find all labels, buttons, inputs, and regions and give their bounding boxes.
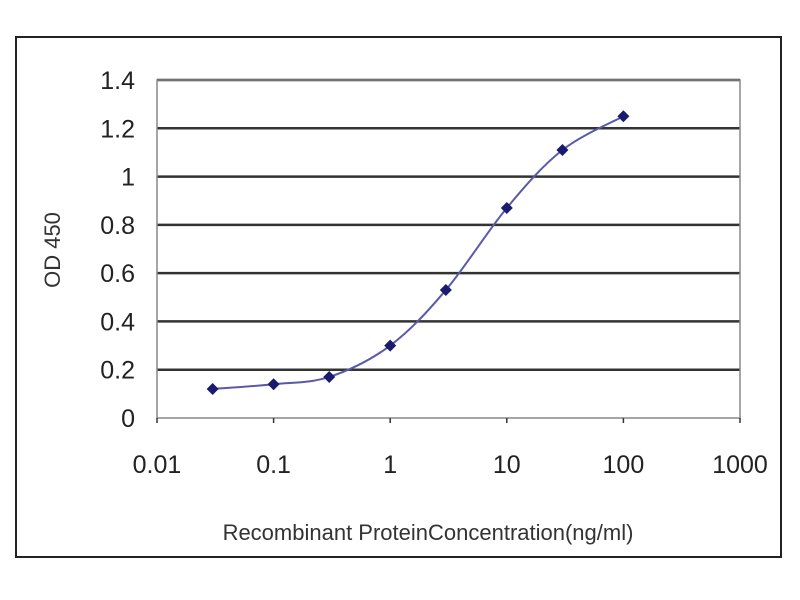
data-point: [439, 284, 452, 297]
data-point: [500, 201, 513, 214]
data-point: [267, 378, 280, 391]
y-tick-label: 1: [121, 164, 135, 192]
y-tick-label: 1.2: [100, 115, 135, 143]
y-tick-label: 0: [121, 405, 135, 433]
x-tick-label: 1000: [712, 451, 768, 479]
chart-frame: [15, 36, 782, 558]
data-point: [384, 339, 397, 352]
y-tick-label: 1.4: [100, 67, 135, 95]
data-point: [556, 144, 569, 157]
y-tick-label: 0.2: [100, 357, 135, 385]
data-point: [206, 383, 219, 396]
gridlines: [157, 78, 740, 371]
y-tick-label: 0.8: [100, 212, 135, 240]
y-tick-label: 0.6: [100, 260, 135, 288]
y-axis-label: OD 450: [40, 212, 65, 288]
plot-area: [156, 79, 741, 419]
y-tick-label: 0.4: [100, 308, 135, 336]
x-tick-label: 10: [493, 451, 521, 479]
x-tick-label: 0.1: [256, 451, 291, 479]
x-axis-label: Recombinant ProteinConcentration(ng/ml): [223, 520, 634, 545]
data-point: [617, 110, 630, 123]
x-tick-labels: 0.01 0.1 1 10 100 1000: [133, 418, 768, 479]
data-points: [206, 110, 630, 396]
data-point: [323, 370, 336, 383]
x-tick-label: 0.01: [133, 451, 182, 479]
x-tick-label: 100: [603, 451, 645, 479]
x-tick-label: 1: [383, 451, 397, 479]
series-line: [212, 115, 624, 391]
y-tick-labels: 0 0.2 0.4 0.6 0.8 1 1.2 1.4: [100, 67, 135, 433]
